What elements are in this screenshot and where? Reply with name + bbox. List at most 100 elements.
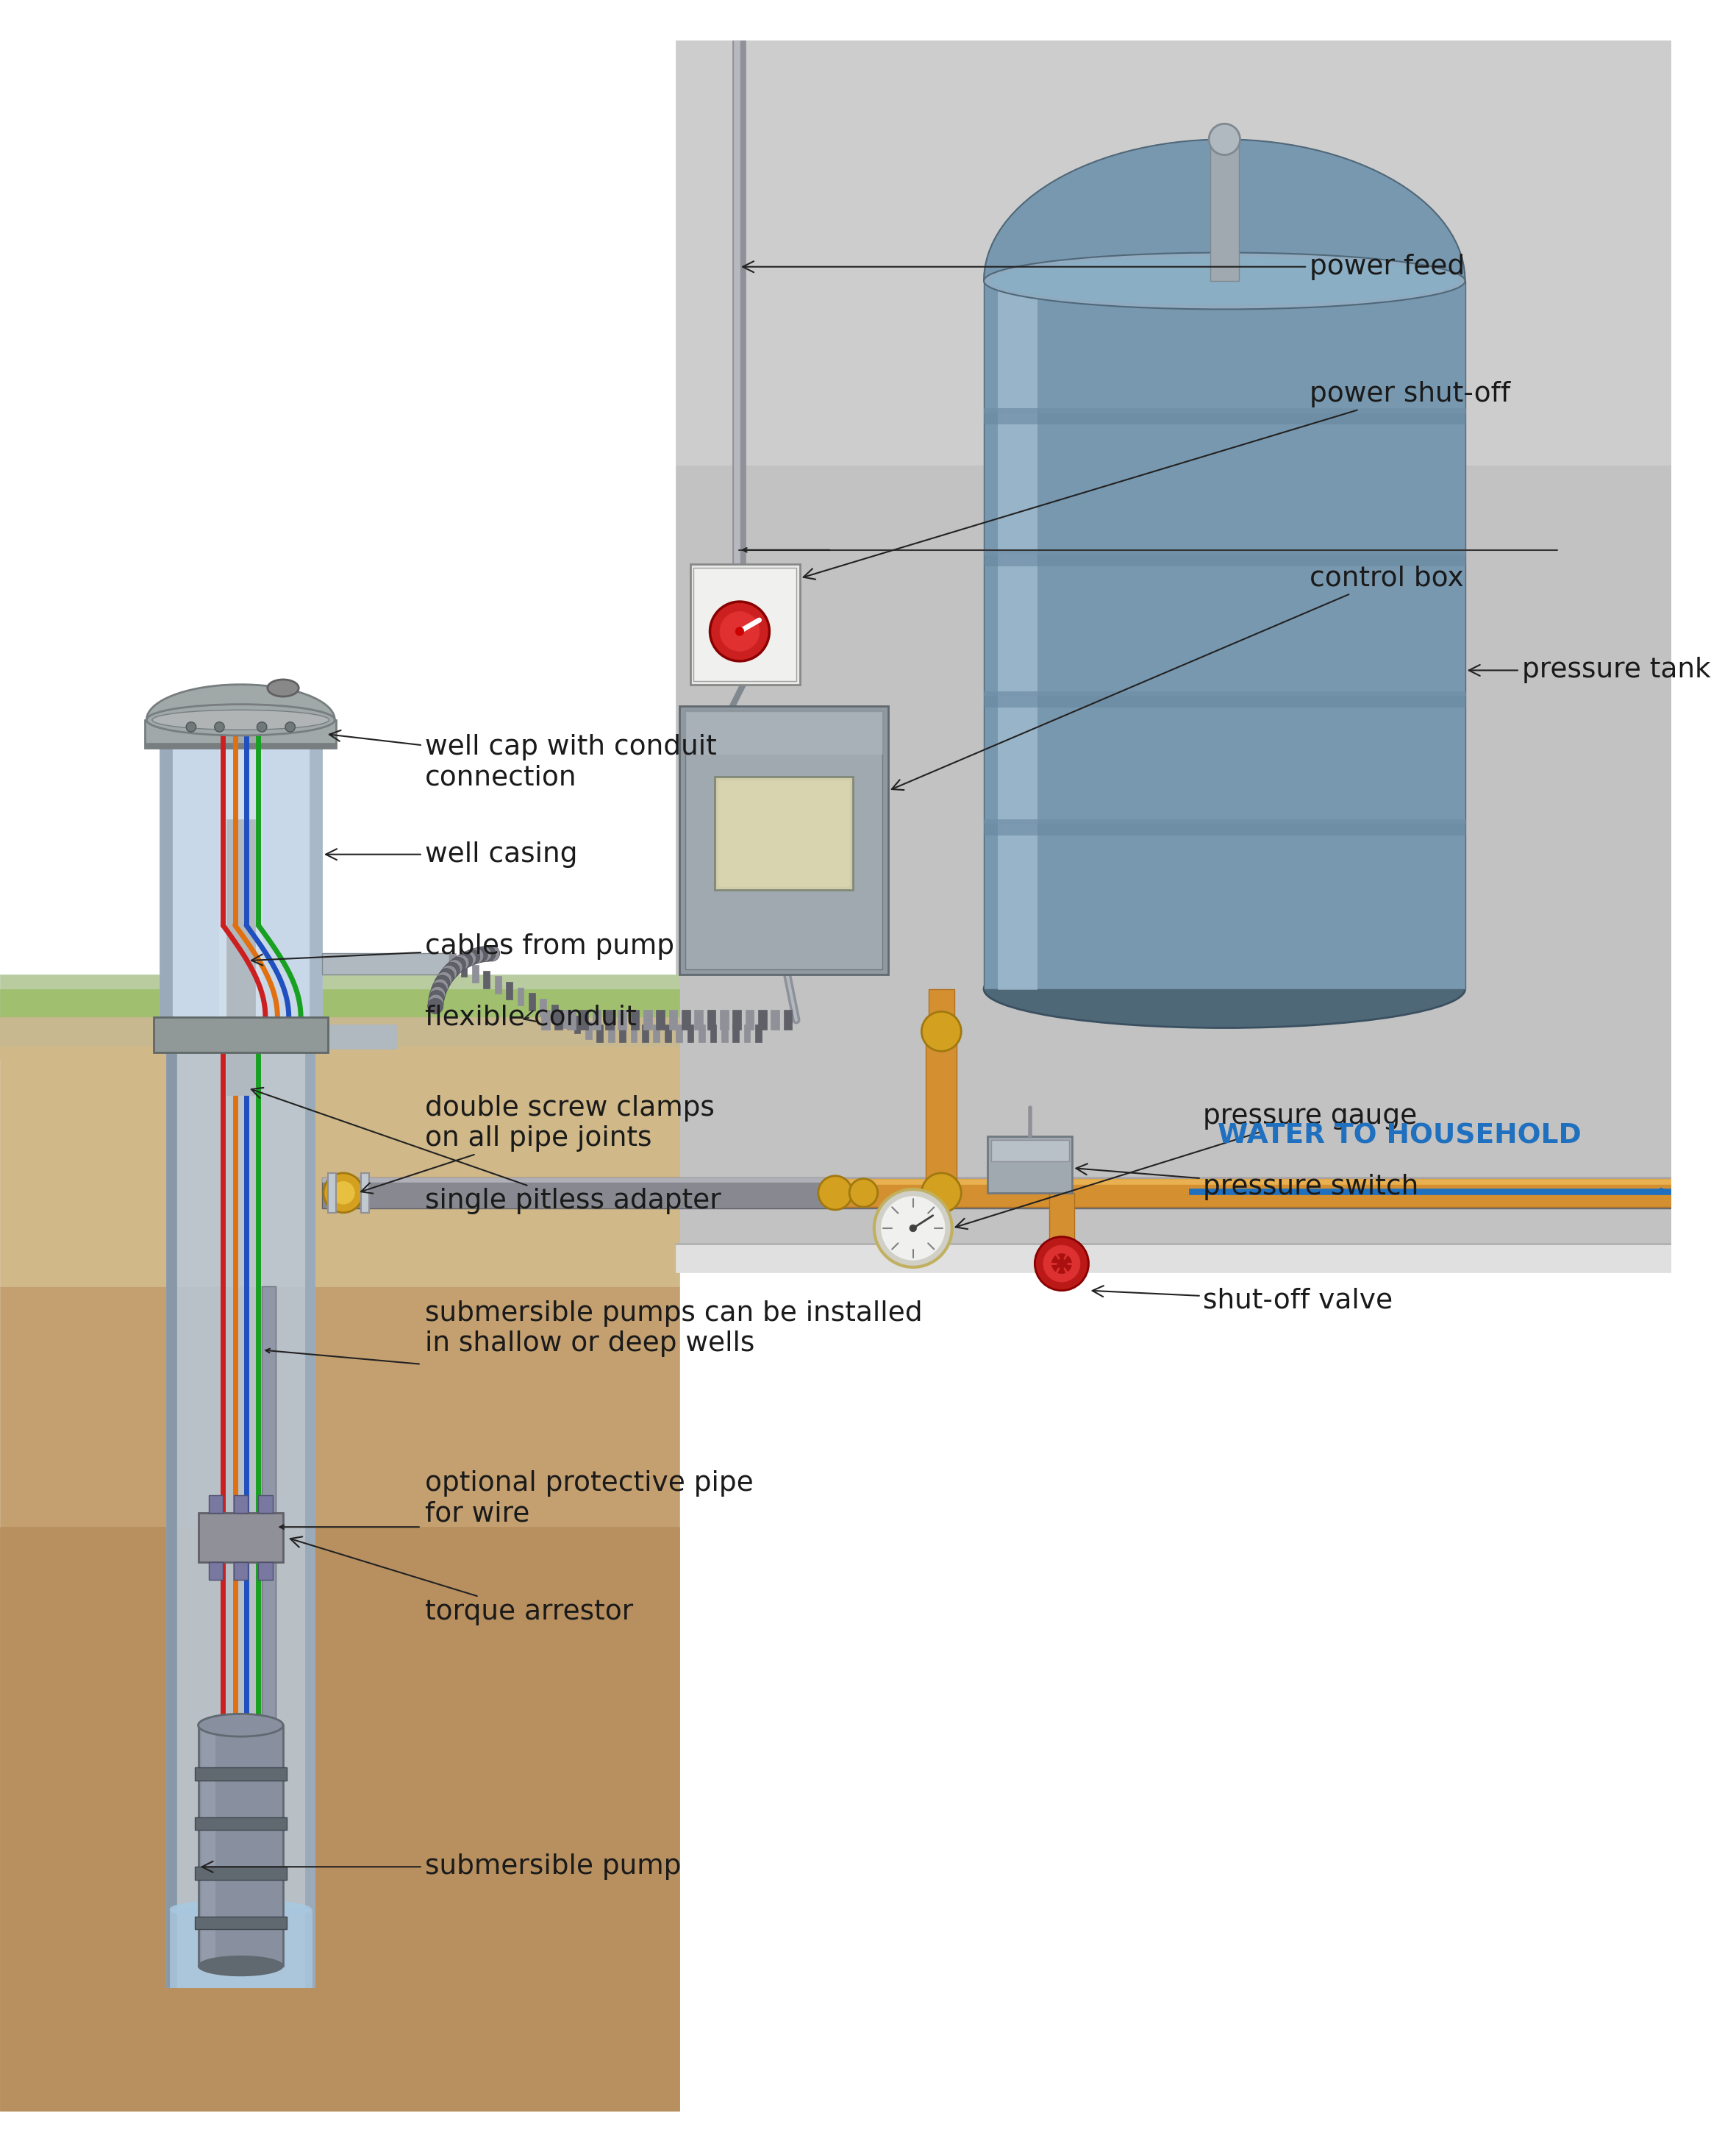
Bar [562, 1009, 569, 1029]
Bar [495, 977, 502, 994]
Bar [323, 953, 450, 975]
Bar [472, 964, 479, 983]
Bar [167, 1031, 314, 1986]
Text: flexible conduit: flexible conduit [425, 1005, 637, 1031]
Bar [234, 1496, 248, 1513]
Ellipse shape [984, 252, 1465, 310]
Polygon shape [146, 684, 335, 721]
Bar [306, 1031, 314, 1986]
Bar [755, 1024, 762, 1042]
Bar [170, 1909, 311, 1986]
Bar [783, 1009, 792, 1031]
Circle shape [481, 947, 496, 962]
Bar [153, 1018, 328, 1052]
Bar [198, 1513, 283, 1562]
Bar [653, 1024, 660, 1042]
Bar [542, 1009, 550, 1031]
Bar [167, 1031, 177, 1986]
Bar [592, 1009, 601, 1031]
Bar [194, 1816, 286, 1829]
Circle shape [469, 949, 484, 964]
Circle shape [460, 951, 476, 966]
Bar [694, 568, 797, 680]
Ellipse shape [267, 680, 299, 697]
Bar [0, 1031, 679, 1287]
Text: power feed: power feed [743, 254, 1465, 280]
Bar [984, 820, 1465, 835]
Bar [988, 1136, 1073, 1192]
Bar [460, 960, 467, 977]
Text: submersible pumps can be installed
in shallow or deep wells: submersible pumps can be installed in sh… [425, 1300, 922, 1358]
Bar [691, 564, 800, 684]
Bar [226, 1024, 255, 1095]
Bar [656, 1009, 665, 1031]
Circle shape [818, 1175, 852, 1209]
Circle shape [922, 1011, 962, 1050]
Bar [620, 1024, 625, 1042]
Bar [720, 1009, 729, 1031]
Circle shape [1035, 1237, 1088, 1291]
Circle shape [476, 947, 491, 962]
Bar [720, 1024, 727, 1042]
Bar [644, 1009, 653, 1031]
Circle shape [910, 1224, 917, 1231]
Bar [226, 820, 255, 1031]
Bar [259, 1562, 273, 1580]
Circle shape [882, 1197, 944, 1261]
Bar [925, 1018, 957, 1192]
Bar [585, 1022, 592, 1039]
Bar [0, 975, 679, 1059]
Circle shape [450, 958, 465, 973]
Bar [1049, 1192, 1075, 1278]
Bar [745, 1024, 750, 1042]
Bar [694, 1009, 703, 1031]
Circle shape [720, 611, 759, 652]
Circle shape [453, 955, 469, 971]
Circle shape [186, 723, 196, 732]
Circle shape [432, 979, 448, 994]
Circle shape [429, 990, 444, 1005]
Bar [194, 1917, 286, 1928]
Bar [0, 1287, 679, 2111]
Bar [984, 820, 1465, 824]
Circle shape [849, 1179, 878, 1207]
Bar [984, 551, 1465, 566]
Bar [0, 990, 679, 1031]
Circle shape [323, 1173, 363, 1212]
Bar [668, 1009, 677, 1031]
Bar [160, 749, 323, 1031]
Text: double screw clamps
on all pipe joints: double screw clamps on all pipe joints [361, 1095, 713, 1194]
Circle shape [922, 1173, 962, 1212]
Bar [733, 1009, 741, 1031]
Ellipse shape [198, 1956, 283, 1976]
Bar [698, 1024, 705, 1042]
Circle shape [436, 973, 451, 988]
Circle shape [457, 953, 472, 968]
Bar [665, 1024, 672, 1042]
Bar [597, 1024, 602, 1042]
Bar [719, 779, 849, 887]
Bar [606, 1009, 613, 1031]
Bar [675, 1244, 1672, 1272]
Bar [630, 1009, 639, 1031]
Bar [682, 1009, 691, 1031]
Bar [361, 1173, 370, 1212]
Bar [0, 1528, 679, 2111]
Circle shape [427, 999, 443, 1014]
Bar [554, 1009, 562, 1031]
Bar [219, 749, 262, 1031]
Bar [710, 1024, 717, 1042]
Ellipse shape [198, 1713, 283, 1737]
Ellipse shape [991, 256, 1458, 306]
Ellipse shape [170, 1900, 311, 1920]
Bar [575, 1016, 580, 1033]
Bar [715, 777, 852, 889]
Text: WATER TO HOUSEHOLD: WATER TO HOUSEHOLD [1217, 1123, 1581, 1149]
Bar [686, 712, 882, 968]
Text: shut-off valve: shut-off valve [1092, 1285, 1392, 1313]
Bar [1189, 1188, 1672, 1194]
Bar [686, 712, 882, 753]
Circle shape [439, 968, 455, 983]
Bar [675, 1024, 682, 1042]
Polygon shape [984, 140, 1465, 282]
